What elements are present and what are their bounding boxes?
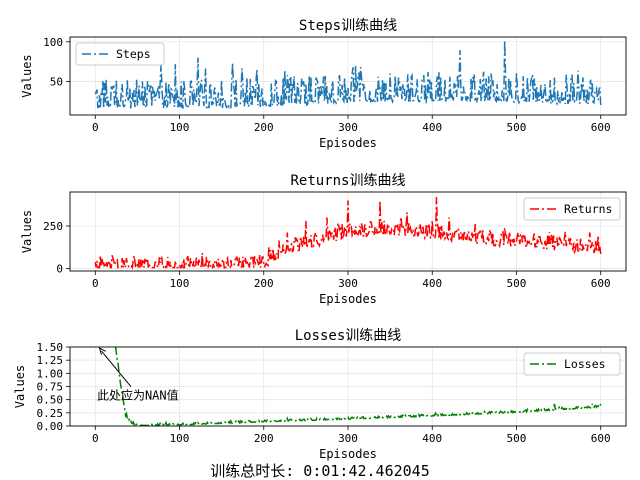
losses-chart: 0 100 200 300 400 500 6000.000.250.500.751.001…	[13, 328, 627, 461]
legend-box	[523, 197, 621, 221]
y-tick-label: 0.00	[37, 420, 64, 433]
x-tick-label: 300	[338, 432, 358, 445]
legend: Losses	[523, 352, 621, 376]
x-axis-label: Episodes	[319, 447, 377, 461]
training-duration-footer: 训练总时长: 0:01:42.462045	[210, 462, 430, 480]
steps-chart: 0 100 200 300 400 500 600 50 100 Steps训练曲线 Episode…	[20, 18, 627, 150]
returns-chart: 0 100 200 300 400 500 600 0 250 Returns训练曲线 Episod…	[20, 173, 627, 306]
legend-box	[523, 352, 621, 376]
x-tick-label: 500	[507, 432, 527, 445]
x-tick-label: 100	[170, 432, 190, 445]
annotation-arrow-line	[101, 350, 132, 387]
x-tick-label: 600	[591, 277, 611, 290]
x-tick-label: 100	[170, 121, 190, 134]
x-tick-label: 400	[422, 432, 442, 445]
x-tick-label: 200	[254, 277, 274, 290]
annotation-text: 此处应为NAN值	[97, 388, 179, 403]
x-tick-label: 600	[591, 432, 611, 445]
legend-box	[75, 42, 165, 66]
chart-title: Steps训练曲线	[299, 18, 397, 34]
legend-label: Steps	[116, 47, 151, 61]
y-tick-label: 1.50	[37, 341, 64, 354]
y-axis-label: Values	[20, 54, 34, 97]
x-tick-label: 500	[507, 277, 527, 290]
x-axis-label: Episodes	[319, 136, 377, 150]
x-tick-label: 200	[254, 121, 274, 134]
chart-title: Losses训练曲线	[295, 328, 402, 344]
x-tick-label: 200	[254, 432, 274, 445]
x-tick-label: 400	[422, 121, 442, 134]
chart-title: Returns训练曲线	[290, 173, 405, 189]
y-axis-label: Values	[13, 365, 27, 408]
y-tick-label: 250	[43, 220, 63, 233]
x-tick-label: 300	[338, 121, 358, 134]
legend: Steps	[75, 42, 165, 66]
x-axis-label: Episodes	[319, 292, 377, 306]
x-tick-label: 300	[338, 277, 358, 290]
x-tick-label: 0	[92, 432, 99, 445]
x-tick-label: 600	[591, 121, 611, 134]
y-tick-label: 1.25	[37, 354, 64, 367]
y-tick-label: 0.50	[37, 394, 64, 407]
y-tick-label: 100	[43, 36, 63, 49]
y-tick-label: 1.00	[37, 367, 64, 380]
series-line-losses	[114, 347, 602, 426]
legend: Returns	[523, 197, 621, 221]
x-tick-label: 0	[92, 277, 99, 290]
annotation-arrow-head	[98, 347, 106, 355]
series-line-returns	[94, 197, 602, 271]
legend-label: Returns	[564, 202, 612, 216]
y-axis-label: Values	[20, 210, 34, 253]
y-tick-label: 50	[50, 76, 63, 89]
x-tick-label: 100	[170, 277, 190, 290]
legend-label: Losses	[564, 357, 606, 371]
y-tick-label: 0	[56, 262, 63, 275]
x-tick-label: 0	[92, 121, 99, 134]
x-tick-label: 500	[507, 121, 527, 134]
y-tick-label: 0.75	[37, 381, 64, 394]
x-tick-label: 400	[422, 277, 442, 290]
series-line-steps	[94, 40, 602, 111]
y-tick-label: 0.25	[37, 407, 64, 420]
